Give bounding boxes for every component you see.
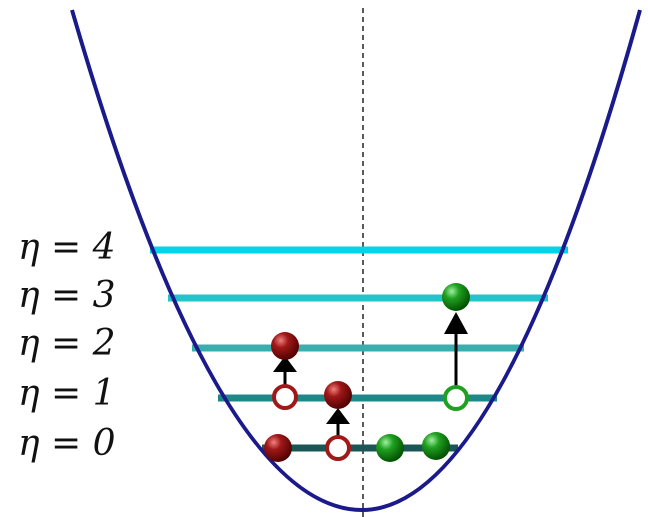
- diagram: η = 4 η = 3 η = 2 η = 1 η = 0: [0, 0, 648, 517]
- potential-well: [72, 10, 640, 510]
- level-label: η = 2: [18, 323, 116, 364]
- level-label: η = 3: [18, 275, 116, 316]
- level-label: η = 0: [18, 423, 116, 464]
- level-label: η = 1: [18, 373, 116, 414]
- level-label: η = 4: [18, 227, 116, 268]
- particles: [264, 283, 470, 462]
- arrows: [273, 312, 468, 436]
